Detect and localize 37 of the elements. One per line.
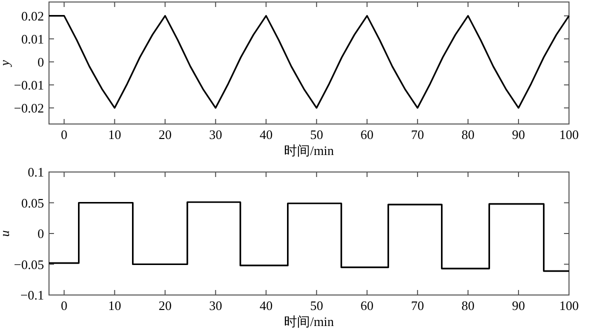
x-tick-label: 60: [360, 127, 374, 142]
y-tick-label: −0.1: [20, 288, 44, 302]
x-tick-label: 10: [108, 127, 122, 142]
x-tick-label: 40: [260, 298, 273, 313]
y-axis-title: y: [0, 60, 12, 68]
x-tick-label: 0: [60, 127, 68, 142]
y-tick-label: −0.05: [14, 256, 44, 272]
x-axis-title: 时间/min: [284, 314, 334, 329]
y-tick-label: −0.01: [14, 77, 44, 92]
x-tick-label: 30: [209, 298, 222, 313]
x-tick-label: 20: [158, 127, 172, 142]
x-tick-label: 0: [60, 298, 68, 313]
y-tick-label: 0.01: [21, 31, 44, 46]
x-tick-label: 50: [310, 298, 324, 313]
x-tick-label: 100: [559, 298, 579, 313]
x-tick-label: 90: [512, 298, 526, 313]
x-tick-label: 30: [209, 127, 222, 142]
x-tick-label: 20: [158, 298, 172, 313]
y-tick-label: 0: [38, 54, 44, 70]
x-tick-label: 60: [360, 298, 374, 313]
y-axis-title: u: [0, 230, 12, 237]
line-series: [48, 15, 570, 109]
x-tick-label: 10: [108, 298, 122, 313]
y-tick-label: 0.05: [21, 195, 44, 210]
x-axis-title: 时间/min: [284, 143, 334, 158]
y-tick-label: −0.02: [14, 100, 44, 116]
x-tick-label: 90: [512, 127, 526, 142]
y-tick-label: 0.02: [21, 8, 44, 24]
x-tick-label: 70: [411, 127, 424, 142]
y-tick-label: 0: [38, 226, 44, 241]
x-tick-label: 70: [411, 298, 424, 313]
x-tick-label: 50: [310, 127, 324, 142]
x-tick-label: 100: [559, 127, 579, 142]
x-tick-label: 80: [462, 298, 475, 313]
y-tick-label: 0.1: [28, 164, 44, 180]
x-tick-label: 80: [462, 127, 475, 142]
x-tick-label: 40: [260, 127, 273, 142]
